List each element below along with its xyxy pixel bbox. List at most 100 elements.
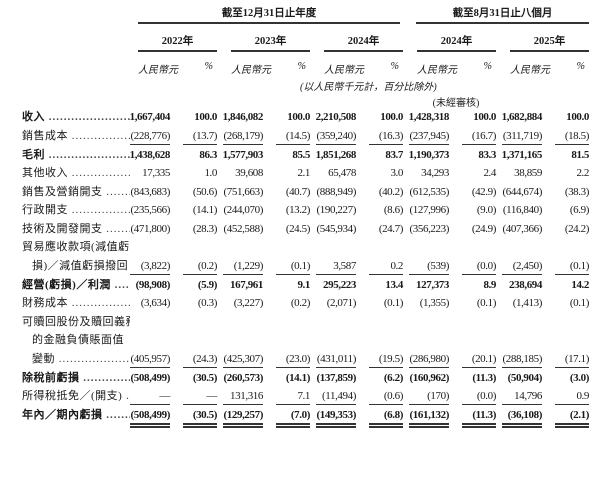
table-row: 行政開支 ...................................… — [0, 201, 600, 219]
percent-cell: (0.6) — [383, 390, 403, 402]
underline-rule — [183, 366, 217, 368]
table-row: 收入 .....................................… — [0, 108, 600, 126]
percent-cell: 0.9 — [576, 390, 589, 402]
underline-rule — [276, 273, 310, 275]
underline-rule — [369, 404, 403, 405]
row-label-text: 銷售成本 — [22, 129, 68, 142]
dot-leader: ........................................ — [48, 148, 130, 161]
table-row: 年內／期內虧損 ................................… — [0, 406, 600, 424]
amount-cell: 1,667,404 — [129, 111, 171, 123]
underline-rule — [130, 366, 170, 368]
amount-cell: (190,227) — [316, 204, 357, 216]
amount-cell: (452,588) — [223, 222, 264, 235]
percent-cell: 100.0 — [380, 111, 403, 123]
percent-cell: (50.6) — [192, 185, 218, 198]
amount-cell: 1,371,165 — [501, 148, 543, 161]
underline-rule — [130, 404, 170, 405]
double-underline-rule — [183, 426, 217, 428]
year-header: 2024年 — [440, 36, 473, 47]
percent-cell: (17.1) — [564, 352, 590, 365]
underline-rule — [409, 143, 449, 145]
amount-cell: 167,961 — [230, 278, 263, 291]
percent-cell: 83.7 — [385, 148, 403, 161]
dot-leader: ........................................ — [126, 390, 130, 402]
row-label: 行政開支 ...................................… — [22, 201, 130, 219]
table-row: 貿易應收款項(減值虧 — [0, 238, 600, 256]
row-label: 損)／減值虧損撥回 ..............................… — [32, 257, 130, 275]
percent-cell: (0.1) — [290, 259, 310, 272]
row-label-text: 技術及開發開支 — [22, 222, 103, 235]
amount-cell: (235,566) — [130, 204, 171, 216]
percent-cell: (0.2) — [290, 297, 310, 309]
dot-leader: ........................................ — [58, 352, 130, 365]
unit-amount-label: 人民幣元 — [231, 65, 271, 76]
amount-cell: 38,859 — [514, 167, 542, 179]
row-label-text: 可贖回股份及贖回義務 — [22, 315, 130, 328]
year-header: 2025年 — [533, 36, 566, 47]
percent-cell: (24.7) — [378, 222, 404, 235]
underline-rule — [502, 273, 542, 275]
underline-rule — [555, 366, 589, 368]
percent-cell: (40.7) — [285, 185, 311, 198]
header-rule — [138, 22, 400, 24]
amount-cell: (3,634) — [140, 297, 171, 309]
percent-cell: (16.7) — [471, 129, 497, 142]
percent-cell: (28.3) — [192, 222, 218, 235]
percent-cell: (0.1) — [569, 259, 589, 272]
row-label: 技術及開發開支 ................................… — [22, 220, 130, 238]
amount-cell: (356,223) — [409, 222, 450, 235]
amount-cell: (3,227) — [233, 297, 264, 309]
unit-percent-label: % — [576, 61, 585, 72]
row-label: 可贖回股份及贖回義務 — [22, 313, 130, 331]
percent-cell: (6.8) — [383, 409, 403, 421]
amount-cell: 3,587 — [333, 259, 356, 272]
percent-cell: 2.1 — [297, 167, 310, 179]
dot-leader: ........................................ — [106, 185, 130, 198]
table-row: 變動 .....................................… — [0, 350, 600, 368]
amount-cell: (137,859) — [316, 371, 357, 384]
unit-percent-label: % — [297, 61, 306, 72]
percent-cell: (18.5) — [564, 129, 590, 142]
amount-cell: 1,851,268 — [315, 148, 357, 161]
percent-cell: 100.0 — [194, 111, 217, 123]
table-row: 技術及開發開支 ................................… — [0, 220, 600, 238]
percent-cell: (23.0) — [285, 352, 311, 365]
underline-rule — [276, 366, 310, 368]
percent-cell: — — [206, 390, 217, 402]
percent-cell: 2.4 — [483, 167, 496, 179]
underline-rule — [369, 143, 403, 145]
amount-cell: (1,355) — [419, 297, 450, 309]
percent-cell: (30.5) — [192, 409, 218, 421]
row-label-text: 銷售及營銷開支 — [22, 185, 103, 198]
percent-cell: (0.1) — [569, 297, 589, 309]
amount-cell: (751,663) — [223, 185, 264, 198]
underline-rule — [502, 366, 542, 368]
underline-rule — [316, 366, 356, 368]
header-eight-month-period: 截至8月31日止八個月 — [452, 8, 553, 19]
amount-cell: 17,335 — [142, 167, 170, 179]
percent-cell: (0.1) — [476, 297, 496, 309]
double-underline-rule — [409, 426, 449, 428]
underline-rule — [276, 143, 310, 145]
amount-cell: (244,070) — [223, 204, 264, 216]
table-row: 毛利 .....................................… — [0, 146, 600, 164]
amount-cell: 34,293 — [421, 167, 449, 179]
underline-rule — [223, 273, 263, 275]
percent-cell: 100.0 — [473, 111, 496, 123]
row-label-text: 收入 — [22, 111, 45, 123]
amount-cell: (116,840) — [502, 204, 542, 216]
amount-cell: (425,307) — [223, 352, 264, 365]
dot-leader: ........................................ — [71, 167, 130, 179]
amount-cell: (228,776) — [130, 129, 171, 142]
percent-cell: (14.1) — [285, 371, 311, 384]
dot-leader: ........................................ — [106, 409, 130, 421]
amount-cell: (3,822) — [140, 259, 171, 272]
table-row: 除稅前虧損 ..................................… — [0, 369, 600, 387]
unit-percent-label: % — [483, 61, 492, 72]
amount-cell: 1,428,318 — [408, 111, 450, 123]
year-header: 2024年 — [347, 36, 380, 47]
unit-amount-label: 人民幣元 — [324, 65, 364, 76]
percent-cell: (0.0) — [476, 259, 496, 272]
percent-cell: (13.7) — [192, 129, 218, 142]
amount-cell: (50,904) — [507, 371, 543, 384]
